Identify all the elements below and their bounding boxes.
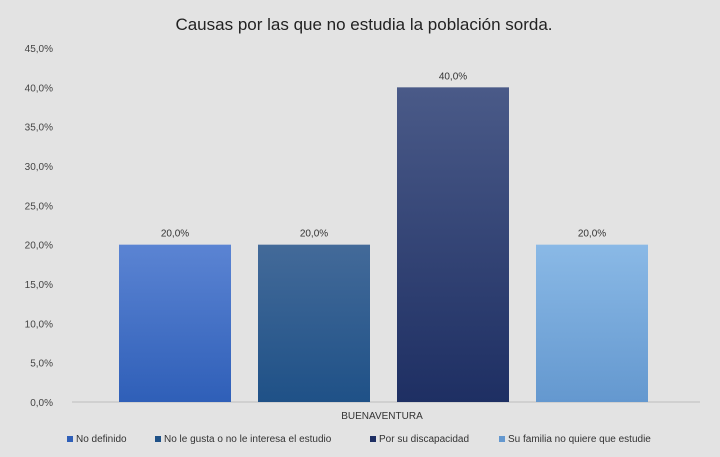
y-tick-label: 30,0%	[25, 162, 53, 173]
legend-label: No le gusta o no le interesa el estudio	[164, 434, 332, 445]
y-tick-label: 10,0%	[25, 319, 53, 330]
bar-value-label: 40,0%	[439, 71, 467, 82]
bar-group	[119, 87, 648, 402]
y-tick-label: 5,0%	[30, 359, 53, 370]
legend: No definido No le gusta o no le interesa …	[67, 434, 651, 445]
y-tick-label: 35,0%	[25, 123, 53, 134]
bar-value-label: 20,0%	[300, 229, 328, 240]
y-tick-label: 15,0%	[25, 280, 53, 291]
legend-swatch	[155, 436, 161, 442]
legend-swatch	[499, 436, 505, 442]
y-tick-label: 40,0%	[25, 83, 53, 94]
legend-swatch	[67, 436, 73, 442]
bar-value-label: 20,0%	[161, 229, 189, 240]
bar	[258, 244, 370, 402]
legend-label: Por su discapacidad	[379, 434, 469, 445]
bar-value-label: 20,0%	[578, 229, 606, 240]
y-tick-label: 0,0%	[30, 398, 53, 409]
bar	[536, 244, 648, 402]
x-category-label: BUENAVENTURA	[341, 411, 423, 422]
legend-label: Su familia no quiere que estudie	[508, 434, 651, 445]
y-tick-label: 20,0%	[25, 241, 53, 252]
legend-swatch	[370, 436, 376, 442]
data-labels: 20,0% 20,0% 40,0% 20,0%	[161, 71, 606, 239]
chart-title: Causas por las que no estudia la poblaci…	[175, 15, 552, 34]
y-axis: 0,0% 5,0% 10,0% 15,0% 20,0% 25,0% 30,0% 35,0% 40…	[25, 44, 53, 409]
bar	[397, 87, 509, 402]
legend-label: No definido	[76, 434, 127, 445]
y-tick-label: 45,0%	[25, 44, 53, 55]
bar	[119, 244, 231, 402]
y-tick-label: 25,0%	[25, 201, 53, 212]
